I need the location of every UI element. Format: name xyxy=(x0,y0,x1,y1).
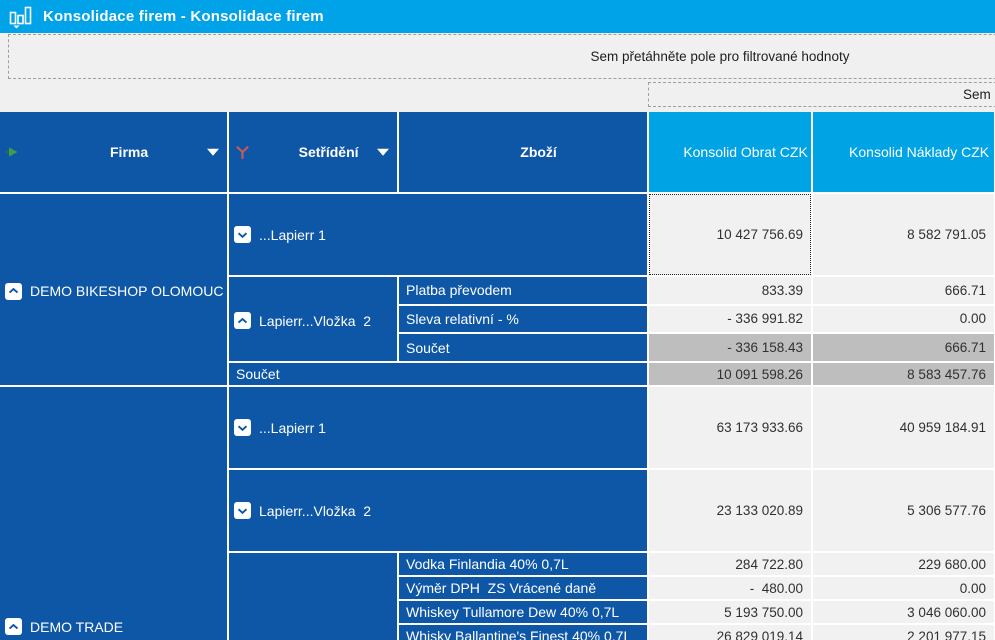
value-cell-obrat[interactable]: - 480.00 xyxy=(648,576,813,601)
value-cell-obrat[interactable]: 10 427 756.69 xyxy=(648,193,813,277)
col-header-firma[interactable]: Firma xyxy=(0,112,229,194)
table-row: Lapierr...Vložka 2 Platba převodem 833.3… xyxy=(0,276,995,363)
value-cell-obrat[interactable]: - 336 158.43 xyxy=(648,333,813,363)
table-row: Součet 10 091 598.26 8 583 457.76 xyxy=(0,362,995,387)
value-cell-naklady[interactable]: 0.00 xyxy=(812,304,995,335)
value-cell-naklady[interactable]: 666.71 xyxy=(812,333,995,363)
subtotal-label-cell: Součet xyxy=(228,362,649,387)
col-header-zbozi-label: Zboží xyxy=(520,144,557,160)
product-cell: Platba převodem xyxy=(398,276,649,306)
sort-group-label: ...Lapierr 1 xyxy=(259,226,326,243)
filter-drop-hint: Sem přetáhněte pole pro filtrované hodno… xyxy=(590,49,850,64)
bar-chart-icon[interactable] xyxy=(8,4,34,30)
table-row: Whiskey Tullamore Dew 40% 0,7L 5 193 750… xyxy=(0,600,995,625)
value-cell-obrat[interactable]: - 336 991.82 xyxy=(648,304,813,335)
col-header-firma-label: Firma xyxy=(110,144,149,160)
table-row: VMware ...Žitné t 3 Vodka Finlandia 40% … xyxy=(0,552,995,640)
sort-group-cell: ...Lapierr 1 xyxy=(228,193,649,277)
col-header-naklady[interactable]: Konsolid Náklady CZK xyxy=(812,112,995,194)
table-row: Výměr DPH ZS Vrácené daně - 480.00 0.00 xyxy=(0,576,995,601)
value-cell-naklady[interactable]: 0.00 xyxy=(812,576,995,601)
sort-group-label: Lapierr...Vložka 2 xyxy=(259,312,372,329)
table-row: Lapierr...Vložka 2 23 133 020.89 5 306 5… xyxy=(0,469,995,553)
green-arrow-icon xyxy=(6,147,19,157)
value-cell-obrat[interactable]: 26 829 019.14 xyxy=(648,624,813,640)
product-cell: Whiskey Tullamore Dew 40% 0,7L xyxy=(398,600,649,625)
collapse-button[interactable] xyxy=(234,312,251,329)
table-row: Součet - 336 158.43 666.71 xyxy=(0,333,995,363)
value-cell-naklady[interactable]: 3 046 060.00 xyxy=(812,600,995,625)
value-cell-naklady[interactable]: 8 583 457.76 xyxy=(812,362,995,387)
value-cell-obrat[interactable]: 5 193 750.00 xyxy=(648,600,813,625)
value-cell-naklady[interactable]: 5 306 577.76 xyxy=(812,469,995,553)
value-cell-naklady[interactable]: 40 959 184.91 xyxy=(812,386,995,470)
col-header-zbozi[interactable]: Zboží xyxy=(398,112,649,194)
value-cell-naklady[interactable]: 229 680.00 xyxy=(812,552,995,577)
value-cell-naklady[interactable]: 8 582 791.05 xyxy=(812,193,995,277)
collapse-button[interactable] xyxy=(5,618,22,635)
table-row: Whisky Ballantine's Finest 40% 0,7L 26 8… xyxy=(0,624,995,640)
sort-group-cell: VMware ...Žitné t 3 xyxy=(228,552,399,640)
expand-button[interactable] xyxy=(234,226,251,243)
table-row: DEMO TRADE ...Lapierr 1 63 173 933.66 40… xyxy=(0,386,995,640)
value-cell-obrat[interactable]: 833.39 xyxy=(648,276,813,306)
col-header-naklady-label: Konsolid Náklady CZK xyxy=(849,144,990,160)
value-cell-obrat[interactable]: 23 133 020.89 xyxy=(648,469,813,553)
col-header-obrat[interactable]: Konsolid Obrat CZK xyxy=(648,112,813,194)
product-cell: Výměr DPH ZS Vrácené daně xyxy=(398,576,649,601)
col-header-setrideni-label: Setřídění xyxy=(298,144,359,160)
firma-group-label: DEMO TRADE xyxy=(30,618,124,635)
col-header-obrat-label: Konsolid Obrat CZK xyxy=(683,144,808,160)
red-branch-icon xyxy=(235,145,250,160)
sort-group-label: ...Lapierr 1 xyxy=(259,419,326,436)
value-cell-naklady[interactable]: 666.71 xyxy=(812,276,995,306)
table-row: Sleva relativní - % - 336 991.82 0.00 xyxy=(0,304,995,335)
subtotal-label-cell: Součet xyxy=(398,333,649,363)
value-cell-obrat[interactable]: 10 091 598.26 xyxy=(648,362,813,387)
window-title: Konsolidace firem - Konsolidace firem xyxy=(43,8,324,25)
firma-group-cell: DEMO BIKESHOP OLOMOUC xyxy=(0,193,229,387)
sort-group-cell: Lapierr...Vložka 2 xyxy=(228,469,649,553)
sort-group-cell: ...Lapierr 1 xyxy=(228,386,649,470)
col-header-setrideni[interactable]: Setřídění xyxy=(228,112,399,194)
value-cell-obrat[interactable]: 284 722.80 xyxy=(648,552,813,577)
expand-button[interactable] xyxy=(234,419,251,436)
product-cell: Vodka Finlandia 40% 0,7L xyxy=(398,552,649,577)
expand-button[interactable] xyxy=(234,502,251,519)
collapse-button[interactable] xyxy=(5,282,22,300)
product-cell: Sleva relativní - % xyxy=(398,304,649,335)
column-drop-hint: Sem př xyxy=(963,87,995,102)
pivot-table: Firma Setřídění Zboží xyxy=(0,112,995,640)
firma-group-cell: DEMO TRADE xyxy=(0,386,229,640)
filter-drop-zone[interactable]: Sem přetáhněte pole pro filtrované hodno… xyxy=(8,34,995,79)
table-row: DEMO BIKESHOP OLOMOUC ...Lapierr 1 10 42… xyxy=(0,193,995,387)
firma-dropdown-icon[interactable] xyxy=(207,148,219,156)
product-cell: Whisky Ballantine's Finest 40% 0,7L xyxy=(398,624,649,640)
sort-group-label: Lapierr...Vložka 2 xyxy=(259,502,372,519)
value-cell-obrat[interactable]: 63 173 933.66 xyxy=(648,386,813,470)
setrideni-dropdown-icon[interactable] xyxy=(377,148,389,156)
title-bar: Konsolidace firem - Konsolidace firem xyxy=(0,0,995,33)
sort-group-cell: Lapierr...Vložka 2 xyxy=(228,276,399,363)
column-drop-zone[interactable]: Sem př xyxy=(648,82,995,107)
firma-group-label: DEMO BIKESHOP OLOMOUC xyxy=(30,283,224,299)
value-cell-naklady[interactable]: 2 201 977.15 xyxy=(812,624,995,640)
